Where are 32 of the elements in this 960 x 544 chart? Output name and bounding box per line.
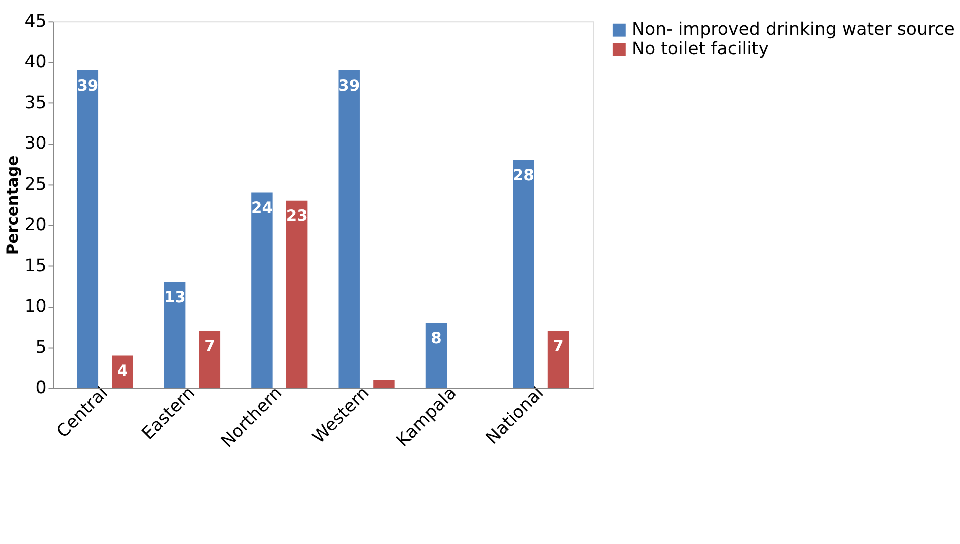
- y-tick-label: 25: [24, 174, 47, 195]
- y-tick-label: 45: [24, 12, 47, 32]
- bar: [199, 331, 221, 388]
- y-tick-label: 35: [24, 93, 47, 114]
- y-tick-label: 40: [24, 52, 47, 73]
- legend-label: Non- improved drinking water source: [632, 20, 955, 40]
- data-label: 4: [117, 362, 128, 380]
- bar: [112, 356, 134, 388]
- bar: [548, 331, 570, 388]
- bar: [338, 70, 360, 388]
- y-tick-label: 0: [36, 378, 47, 399]
- y-axis-title: Percentage: [4, 156, 22, 256]
- data-label: 7: [204, 338, 216, 356]
- bar: [286, 200, 308, 388]
- data-label: 8: [431, 329, 442, 348]
- y-tick-label: 20: [24, 216, 47, 236]
- y-tick-label: 5: [36, 338, 47, 358]
- data-label: 28: [512, 166, 534, 184]
- bar: [252, 192, 273, 388]
- y-tick-label: 10: [24, 297, 47, 318]
- legend-label: No toilet facility: [632, 39, 770, 60]
- data-label: 39: [77, 76, 99, 95]
- bar: [374, 380, 395, 388]
- data-label: 24: [251, 199, 274, 218]
- y-tick-label: 30: [24, 134, 47, 154]
- y-tick-label: 15: [24, 256, 47, 276]
- data-label: 23: [286, 207, 308, 226]
- bar: [426, 323, 448, 388]
- data-label: 39: [338, 76, 360, 95]
- data-label: 7: [553, 338, 564, 356]
- bar: [164, 282, 186, 388]
- data-label: 13: [164, 288, 186, 307]
